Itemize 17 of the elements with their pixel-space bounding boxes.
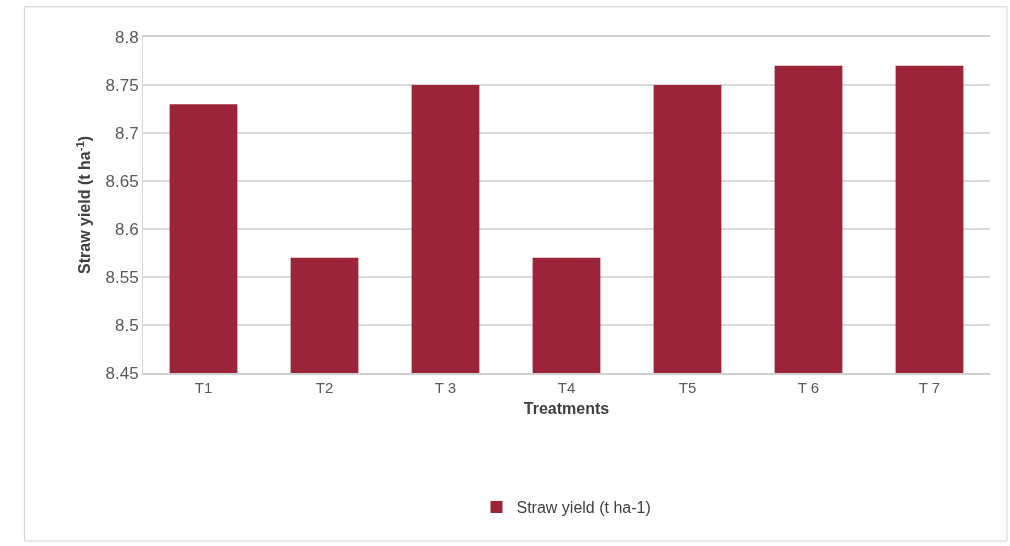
y-tick-label: 8.75	[105, 75, 139, 95]
y-tick-label: 8.65	[105, 171, 139, 191]
x-tick-label: T4	[557, 378, 576, 396]
y-tick-label: 8.7	[114, 123, 139, 143]
y-tick-label: 8.55	[105, 267, 139, 287]
x-tick-label: T5	[678, 378, 697, 396]
y-tick-label: 8.45	[105, 363, 139, 383]
x-tick-label: T 7	[918, 378, 941, 396]
y-tick-label: 8.6	[114, 219, 139, 239]
x-tick-label: T2	[315, 378, 334, 396]
x-tick-label: T 6	[797, 378, 820, 396]
x-tick-label: T 3	[434, 378, 457, 396]
y-tick-label: 8.8	[114, 27, 139, 47]
y-tick-label: 8.5	[114, 315, 139, 335]
legend-label: Straw yield (t ha-1)	[516, 499, 651, 517]
x-axis-title: Treatments	[523, 399, 610, 417]
x-tick-label: T1	[194, 378, 213, 396]
